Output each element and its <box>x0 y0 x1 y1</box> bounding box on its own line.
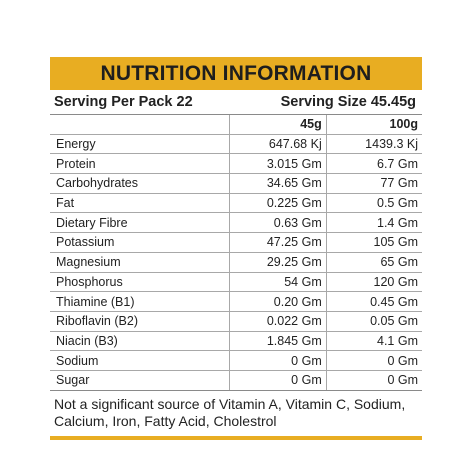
value-100g: 65 Gm <box>325 251 422 272</box>
value-45g: 1.845 Gm <box>229 330 327 351</box>
nutrient-name: Energy <box>50 133 230 154</box>
serving-per-pack: Serving Per Pack 22 <box>54 94 193 110</box>
nutrient-name: Protein <box>50 153 230 174</box>
nutrient-name: Niacin (B3) <box>50 330 230 351</box>
value-45g: 54 Gm <box>229 271 327 292</box>
value-45g: 0.022 Gm <box>229 310 327 332</box>
nutrient-name: Potassium <box>50 232 230 253</box>
table-row: Thiamine (B1) 0.20 Gm 0.45 Gm <box>50 291 422 312</box>
value-45g: 29.25 Gm <box>229 251 327 272</box>
value-45g: 647.68 Kj <box>229 133 327 154</box>
nutrient-name: Riboflavin (B2) <box>50 310 230 332</box>
value-45g: 0 Gm <box>229 350 327 371</box>
table-row: Carbohydrates 34.65 Gm 77 Gm <box>50 173 422 194</box>
value-100g: 105 Gm <box>325 232 422 253</box>
value-100g: 120 Gm <box>325 271 422 292</box>
nutrient-name: Sodium <box>50 350 230 371</box>
value-100g: 1.4 Gm <box>325 212 422 233</box>
table-row: Energy 647.68 Kj 1439.3 Kj <box>50 133 422 154</box>
table-row: Protein 3.015 Gm 6.7 Gm <box>50 153 422 174</box>
column-header-100g: 100g <box>325 115 422 135</box>
table-row: Riboflavin (B2) 0.022 Gm 0.05 Gm <box>50 310 422 332</box>
serving-size: Serving Size 45.45g <box>280 94 416 110</box>
table-row: Sugar 0 Gm 0 Gm <box>50 369 422 390</box>
nutrient-name: Fat <box>50 192 230 213</box>
panel-title: NUTRITION INFORMATION <box>50 57 422 90</box>
value-45g: 34.65 Gm <box>229 173 327 194</box>
table-row: Potassium 47.25 Gm 105 Gm <box>50 232 422 253</box>
value-100g: 0.5 Gm <box>325 192 422 213</box>
table-row: Fat 0.225 Gm 0.5 Gm <box>50 192 422 213</box>
nutrition-table: 45g 100g Energy 647.68 Kj 1439.3 Kj Protein… <box>50 115 422 390</box>
serving-info: Serving Per Pack 22 Serving Size 45.45g <box>50 90 422 115</box>
value-100g: 4.1 Gm <box>325 330 422 351</box>
value-100g: 0.05 Gm <box>325 310 422 332</box>
nutrient-name: Phosphorus <box>50 271 230 292</box>
footnote: Not a significant source of Vitamin A, V… <box>50 389 422 434</box>
value-45g: 0 Gm <box>229 369 327 390</box>
nutrition-panel: NUTRITION INFORMATION Serving Per Pack 2… <box>50 57 422 440</box>
nutrient-name: Sugar <box>50 369 230 390</box>
header-blank-cell <box>50 115 230 134</box>
table-header-row: 45g 100g <box>50 115 422 135</box>
table-row: Phosphorus 54 Gm 120 Gm <box>50 271 422 292</box>
value-100g: 0 Gm <box>325 369 422 390</box>
column-header-45g: 45g <box>229 115 327 135</box>
value-100g: 6.7 Gm <box>325 153 422 174</box>
nutrient-name: Magnesium <box>50 251 230 272</box>
bottom-accent-rule <box>50 435 422 440</box>
value-45g: 0.63 Gm <box>229 212 327 233</box>
table-row: Niacin (B3) 1.845 Gm 4.1 Gm <box>50 330 422 351</box>
value-100g: 0 Gm <box>325 350 422 371</box>
table-row: Magnesium 29.25 Gm 65 Gm <box>50 251 422 272</box>
value-45g: 0.225 Gm <box>229 192 327 213</box>
value-100g: 77 Gm <box>325 173 422 194</box>
value-45g: 47.25 Gm <box>229 232 327 253</box>
table-row: Sodium 0 Gm 0 Gm <box>50 350 422 371</box>
value-100g: 1439.3 Kj <box>325 133 422 154</box>
nutrient-name: Thiamine (B1) <box>50 291 230 312</box>
value-100g: 0.45 Gm <box>325 291 422 312</box>
value-45g: 3.015 Gm <box>229 153 327 174</box>
nutrient-name: Dietary Fibre <box>50 212 230 233</box>
table-row: Dietary Fibre 0.63 Gm 1.4 Gm <box>50 212 422 233</box>
value-45g: 0.20 Gm <box>229 291 327 312</box>
nutrient-name: Carbohydrates <box>50 173 230 194</box>
